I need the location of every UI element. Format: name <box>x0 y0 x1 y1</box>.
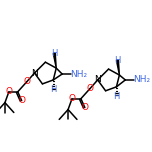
Text: N: N <box>94 75 101 85</box>
Text: NH₂: NH₂ <box>133 75 151 85</box>
Text: H: H <box>113 92 120 101</box>
Polygon shape <box>53 53 56 68</box>
Text: O: O <box>81 103 88 112</box>
Text: N: N <box>31 69 38 78</box>
Text: NH₂: NH₂ <box>70 69 88 79</box>
Text: O: O <box>5 87 12 96</box>
Text: H: H <box>50 85 57 94</box>
Text: O: O <box>18 96 25 105</box>
Text: O: O <box>86 84 93 93</box>
Text: H: H <box>114 56 121 65</box>
Polygon shape <box>116 60 119 75</box>
Text: O: O <box>23 77 30 86</box>
Text: O: O <box>69 94 76 103</box>
Text: H: H <box>51 49 57 58</box>
